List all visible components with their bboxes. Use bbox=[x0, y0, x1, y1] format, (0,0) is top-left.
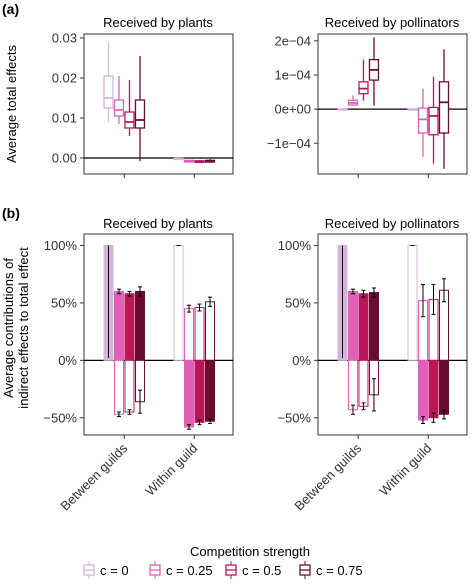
panel-a-label: (a) bbox=[2, 1, 19, 17]
legend-label: c = 0.5 bbox=[242, 563, 281, 578]
x-tick-label: Between guilds bbox=[291, 440, 364, 513]
box bbox=[419, 108, 428, 133]
panel-title: Received by plants bbox=[103, 15, 213, 30]
panel-a-right: Received by pollinators −1e−04 0e+00 1e−04 2… bbox=[267, 15, 467, 178]
bar-negative bbox=[114, 360, 123, 414]
x-tick-label: Within guild bbox=[142, 441, 200, 499]
y-tick-label: 50% bbox=[285, 295, 311, 310]
panel-title: Received by pollinators bbox=[325, 216, 460, 231]
bar-negative bbox=[429, 360, 438, 417]
bar-negative bbox=[206, 360, 215, 421]
legend: Competition strength c = 0 c = 0.25 c = 0.… bbox=[84, 544, 363, 579]
panel-title: Received by pollinators bbox=[325, 15, 460, 30]
y-tick-label: −50% bbox=[277, 410, 311, 425]
legend-item: c = 0.25 bbox=[150, 561, 213, 579]
legend-title: Competition strength bbox=[190, 544, 310, 559]
y-axis-label-line1: Average contributions of bbox=[1, 258, 16, 398]
bar-negative bbox=[419, 360, 428, 420]
bar-positive bbox=[369, 293, 378, 361]
bar-negative bbox=[348, 360, 357, 409]
y-tick-label: 100% bbox=[44, 238, 78, 253]
x-tick-label: Within guild bbox=[376, 441, 434, 499]
bar-negative bbox=[440, 360, 449, 414]
x-tick-label: Between guilds bbox=[57, 440, 130, 513]
bar-positive bbox=[114, 291, 123, 360]
y-axis-label-line2: indirect effects to total effect bbox=[16, 247, 31, 409]
y-tick-label: 0.03 bbox=[52, 31, 77, 46]
bar-negative bbox=[195, 360, 204, 422]
y-tick-label: 0e+00 bbox=[274, 102, 311, 117]
legend-item: c = 0.75 bbox=[300, 561, 363, 579]
legend-label: c = 0.75 bbox=[316, 563, 363, 578]
legend-item: c = 0.5 bbox=[226, 561, 281, 579]
y-tick-label: 1e−04 bbox=[274, 67, 311, 82]
y-tick-label: −1e−04 bbox=[267, 136, 311, 151]
bar-positive bbox=[359, 294, 368, 361]
box bbox=[429, 107, 438, 134]
bar-positive bbox=[195, 308, 204, 361]
y-axis-label: Average total effects bbox=[4, 44, 19, 163]
y-tick-label: 0% bbox=[292, 353, 311, 368]
bar-positive bbox=[125, 294, 134, 361]
panel-b-left: Received by plants −50% 0% 50% 100% Between g… bbox=[43, 216, 233, 513]
bar-positive bbox=[408, 245, 417, 360]
y-tick-label: −50% bbox=[43, 410, 77, 425]
y-tick-label: 0.01 bbox=[52, 111, 77, 126]
y-tick-label: 100% bbox=[278, 238, 312, 253]
panel-a-left: Received by plants 0.00 0.01 0.02 0.03 bbox=[52, 15, 233, 178]
panel-b-right: Received by pollinators −50% 0% 50% 100% Betw… bbox=[277, 216, 467, 513]
legend-item: c = 0 bbox=[84, 561, 129, 579]
charts: Received by plants0.000.010.020.03Receiv… bbox=[1, 15, 467, 513]
box bbox=[114, 100, 123, 116]
y-tick-label: 50% bbox=[51, 295, 77, 310]
bar-positive bbox=[174, 245, 183, 360]
bar-negative bbox=[125, 360, 134, 412]
box bbox=[440, 82, 449, 133]
panel-title: Received by plants bbox=[103, 216, 213, 231]
bar-positive bbox=[135, 291, 144, 360]
legend-label: c = 0 bbox=[100, 563, 129, 578]
bar-negative bbox=[359, 360, 368, 406]
legend-label: c = 0.25 bbox=[166, 563, 213, 578]
box bbox=[125, 112, 134, 128]
y-tick-label: 0% bbox=[58, 353, 77, 368]
bar-positive bbox=[185, 309, 194, 361]
bar-positive bbox=[206, 302, 215, 361]
box bbox=[104, 76, 113, 108]
y-tick-label: 2e−04 bbox=[274, 33, 311, 48]
bar-negative bbox=[185, 360, 194, 427]
panel-b-label: (b) bbox=[2, 205, 20, 221]
y-tick-label: 0.00 bbox=[52, 151, 77, 166]
bar-positive bbox=[348, 291, 357, 360]
y-tick-label: 0.02 bbox=[52, 71, 77, 86]
box bbox=[135, 100, 144, 128]
